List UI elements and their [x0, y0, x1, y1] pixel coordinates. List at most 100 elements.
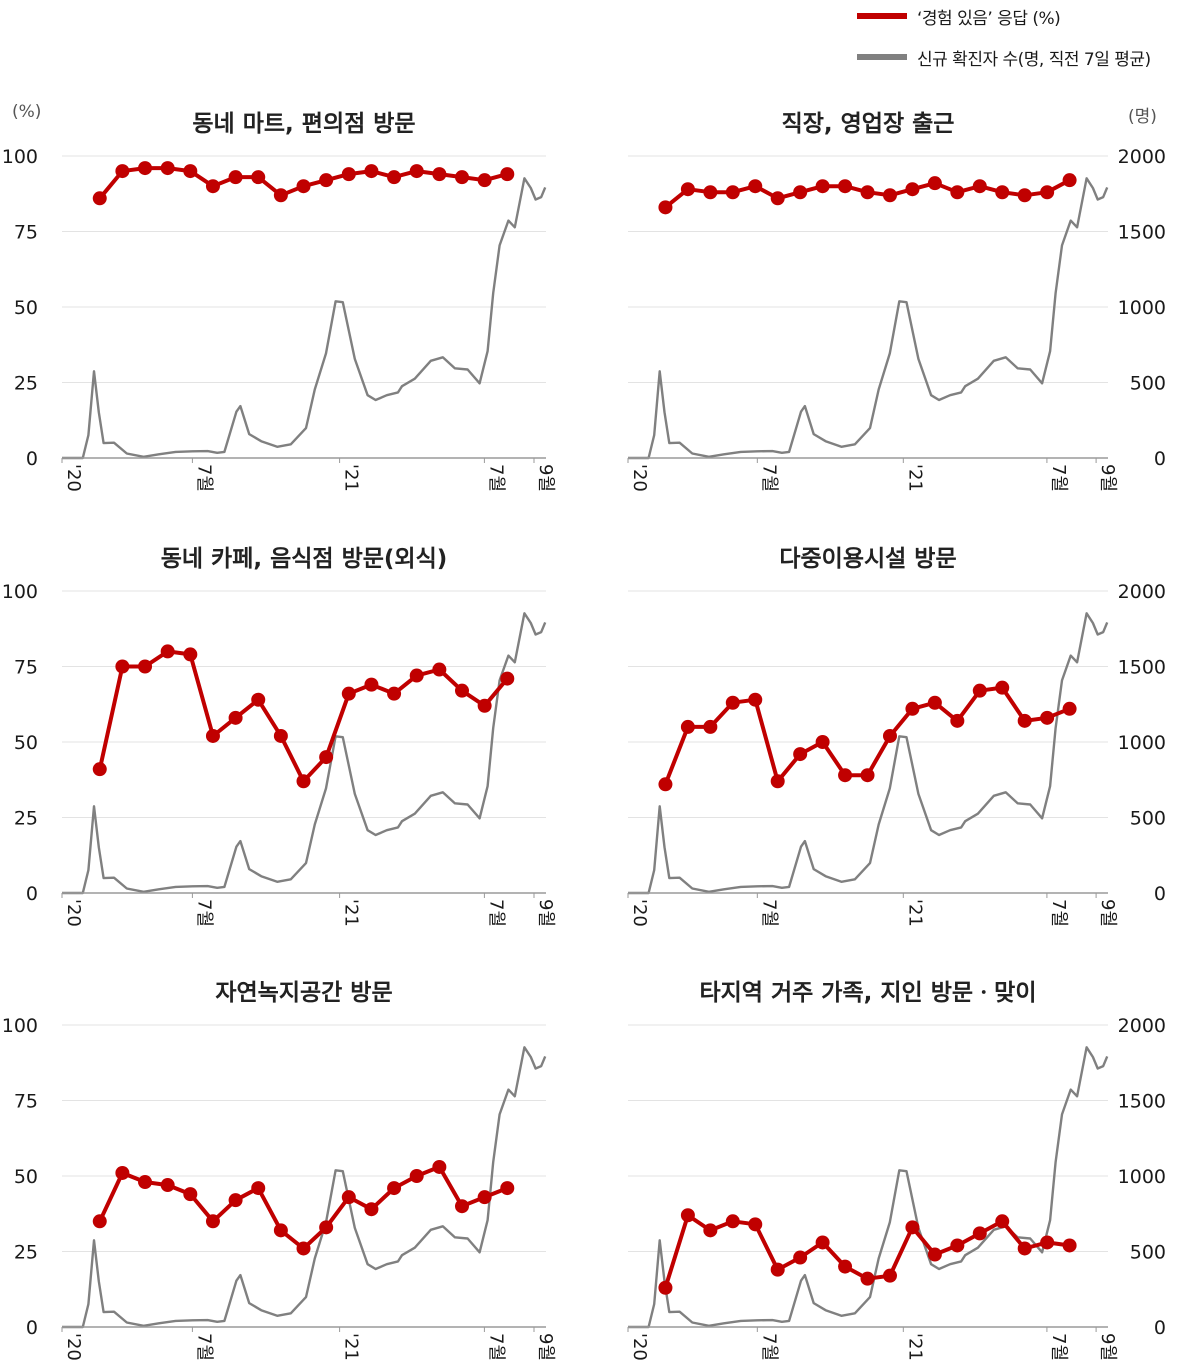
response-point [748, 1217, 763, 1232]
response-point [432, 1159, 447, 1174]
response-point [927, 1247, 942, 1262]
response-point [138, 1175, 153, 1190]
y-tick-label-left: 50 [14, 732, 38, 754]
y-tick-label-right: 0 [1154, 448, 1166, 470]
y-tick-label-right: 1000 [1118, 732, 1166, 754]
x-tick-label: 7월 [193, 1333, 214, 1361]
chart-panel-3: 동네 카페, 음식점 방문(외식) 0 25 50 75 100 '20 7월 '21 7월 9월 [2, 546, 556, 927]
x-tick-label: 7월 [485, 899, 506, 927]
y-tick-label-left: 0 [26, 883, 38, 905]
response-point [500, 671, 515, 686]
legend-swatch-cases [857, 54, 907, 60]
response-point [432, 662, 447, 677]
chart-panel-2: 직장, 영업장 출근 0 500 1000 1500 2000 '20 7월 '21 7월 9월 [627, 111, 1166, 492]
y-tick-label-left: 75 [14, 657, 38, 679]
response-point [882, 188, 897, 203]
response-point [927, 176, 942, 191]
legend-item-response: ‘경험 있음’ 응답 (%) [857, 4, 1061, 29]
response-point [748, 692, 763, 707]
response-point [183, 1187, 198, 1202]
chart-title: 직장, 영업장 출근 [782, 111, 955, 137]
chart-panel-1: 동네 마트, 편의점 방문 0 25 50 75 100 '20 7월 '21 7월 9월 [2, 111, 556, 492]
response-point [770, 191, 785, 206]
response-point [1062, 1238, 1077, 1253]
y-tick-label-right: 500 [1130, 1242, 1166, 1264]
y-tick-label-left: 100 [2, 1015, 38, 1037]
chart-panel-5: 자연녹지공간 방문 0 25 50 75 100 '20 7월 '21 7월 9월 [2, 980, 556, 1361]
x-tick-label: 7월 [485, 464, 506, 492]
x-tick-label: '21 [904, 1333, 925, 1361]
response-point [454, 683, 469, 698]
response-point [205, 728, 220, 743]
response-point [793, 747, 808, 762]
response-point [138, 161, 153, 176]
response-point [905, 182, 920, 197]
response-point [251, 170, 266, 185]
response-point [1040, 1235, 1055, 1250]
response-point [228, 1193, 243, 1208]
response-point [748, 179, 763, 194]
response-point [115, 659, 130, 674]
response-point [770, 1262, 785, 1277]
response-point [838, 768, 853, 783]
y-tick-label-left: 100 [2, 146, 38, 168]
x-tick-label: 7월 [758, 899, 779, 927]
response-point [905, 701, 920, 716]
response-point [1017, 1241, 1032, 1256]
response-point [228, 710, 243, 725]
response-point [432, 167, 447, 182]
x-tick-label: 9월 [535, 1333, 556, 1361]
response-point [341, 167, 356, 182]
y-tick-label-right: 0 [1154, 883, 1166, 905]
response-point [860, 768, 875, 783]
cases-series-line [62, 612, 547, 895]
y-tick-label-right: 500 [1130, 808, 1166, 830]
response-point [387, 170, 402, 185]
x-tick-label: '20 [63, 1333, 84, 1361]
x-tick-label: '21 [341, 1333, 362, 1361]
response-point [703, 1223, 718, 1238]
response-point [950, 1238, 965, 1253]
response-point [680, 182, 695, 197]
x-tick-label: 7월 [1048, 464, 1069, 492]
x-tick-label: 9월 [1097, 464, 1118, 492]
response-point [477, 1190, 492, 1205]
y-tick-label-left: 75 [14, 222, 38, 244]
response-point [793, 185, 808, 200]
x-tick-label: 7월 [193, 899, 214, 927]
response-point [454, 170, 469, 185]
legend: ‘경험 있음’ 응답 (%) 신규 확진자 수(명, 직전 7일 평균) [857, 0, 1177, 70]
response-point [319, 1220, 334, 1235]
response-point [409, 668, 424, 683]
response-point [341, 686, 356, 701]
response-point [183, 647, 198, 662]
response-point [770, 774, 785, 789]
y-tick-label-right: 1500 [1118, 222, 1166, 244]
response-point [138, 659, 153, 674]
y-tick-label-right: 1500 [1118, 1091, 1166, 1113]
x-tick-label: 7월 [758, 464, 779, 492]
x-tick-label: 7월 [758, 1333, 779, 1361]
response-point [296, 179, 311, 194]
cases-series-line [628, 177, 1109, 460]
response-point [995, 185, 1010, 200]
cases-series-line [628, 1046, 1109, 1329]
y-tick-label-left: 25 [14, 373, 38, 395]
y-tick-label-right: 1500 [1118, 657, 1166, 679]
response-point [725, 695, 740, 710]
chart-panel-6: 타지역 거주 가족, 지인 방문ㆍ맞이 0 500 1000 1500 2000 '20 7월… [627, 980, 1166, 1361]
response-point [477, 173, 492, 188]
response-point [319, 173, 334, 188]
chart-title: 자연녹지공간 방문 [215, 980, 392, 1006]
response-point [725, 1214, 740, 1229]
left-axis-unit: (%) [12, 102, 42, 122]
legend-label-cases: 신규 확진자 수(명, 직전 7일 평균) [917, 49, 1151, 70]
response-point [364, 1202, 379, 1217]
response-point [658, 777, 673, 792]
response-point [882, 1268, 897, 1283]
response-point [409, 1169, 424, 1183]
x-tick-label: '20 [629, 899, 650, 927]
y-tick-label-right: 500 [1130, 373, 1166, 395]
legend-item-cases: 신규 확진자 수(명, 직전 7일 평균) [857, 45, 1151, 70]
x-tick-label: 9월 [1097, 1333, 1118, 1361]
